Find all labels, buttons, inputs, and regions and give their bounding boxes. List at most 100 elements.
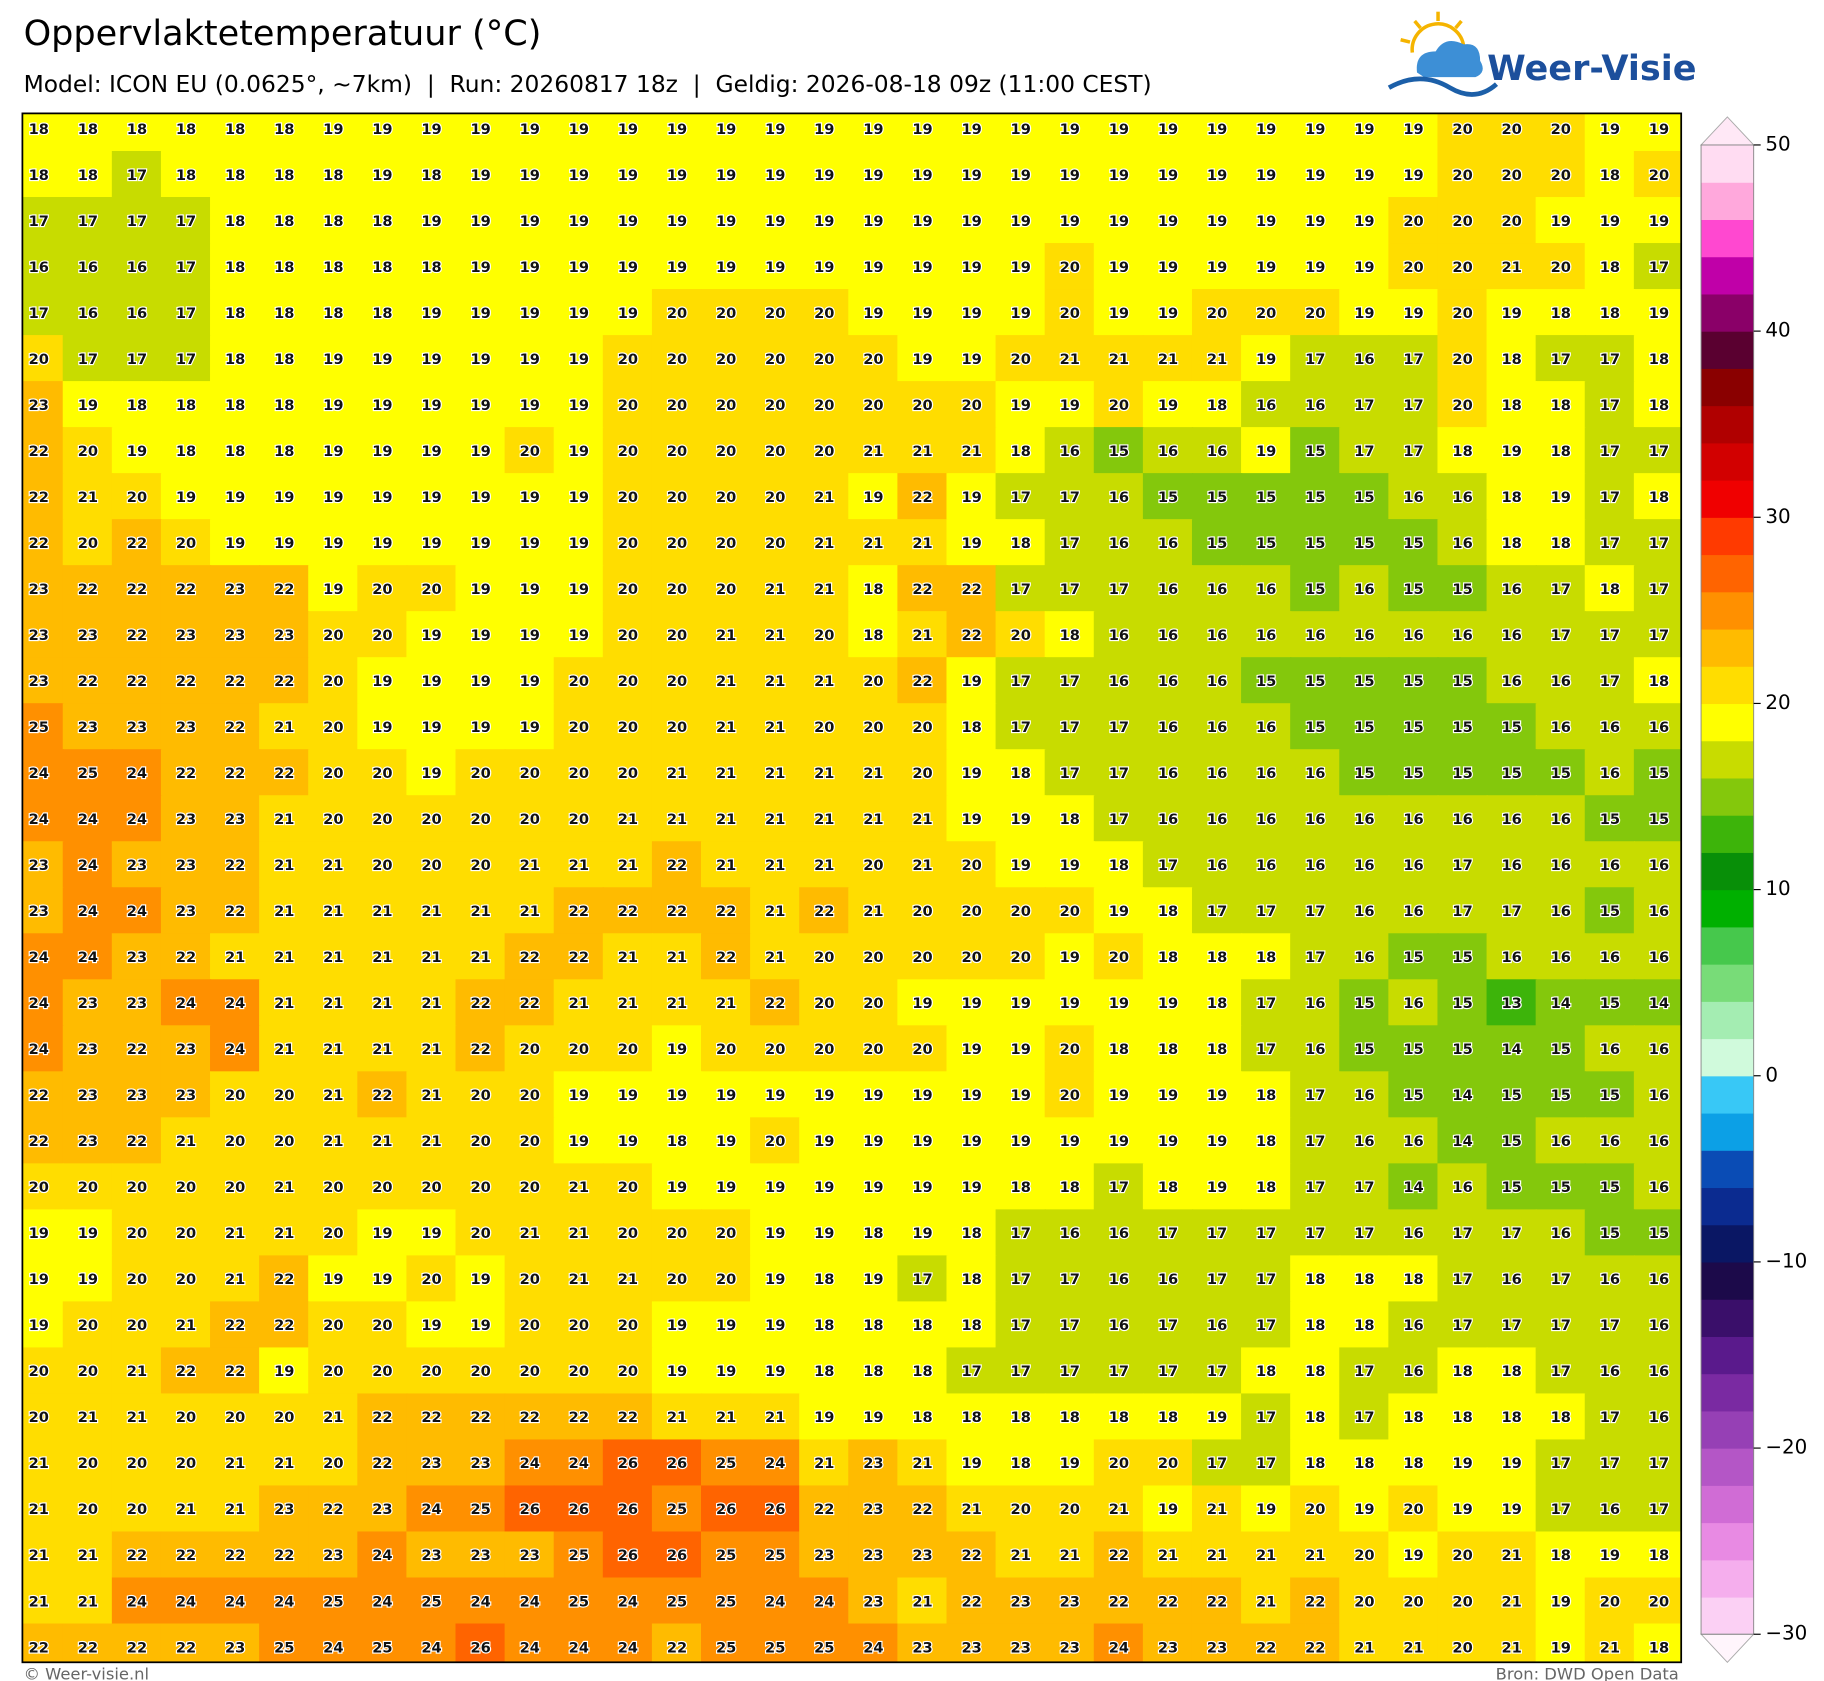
temperature-cell: [995, 1531, 1046, 1579]
temperature-label: 22: [372, 1087, 392, 1104]
temperature-cell: [1633, 1393, 1682, 1441]
temperature-label: 23: [176, 719, 196, 736]
temperature-label: 19: [323, 581, 343, 598]
temperature-cell: [1339, 1439, 1390, 1487]
temperature-cell: [799, 1485, 850, 1533]
temperature-cell: [1044, 1255, 1095, 1303]
temperature-label: 23: [127, 1087, 147, 1104]
temperature-cell: [111, 1347, 163, 1395]
temperature-cell: [1437, 1025, 1488, 1073]
temperature-cell: [1486, 1071, 1537, 1119]
temperature-label: 18: [29, 167, 49, 184]
temperature-label: 20: [814, 719, 834, 736]
temperature-label: 17: [1649, 443, 1669, 460]
temperature-label: 21: [667, 765, 687, 782]
temperature-label: 14: [1649, 995, 1669, 1012]
temperature-label: 19: [323, 443, 343, 460]
temperature-cell: [602, 657, 654, 705]
temperature-cell: [1044, 519, 1095, 567]
temperature-cell: [1142, 703, 1194, 751]
temperature-cell: [1388, 657, 1439, 705]
temperature-cell: [1437, 1623, 1488, 1663]
temperature-label: 19: [520, 305, 540, 322]
temperature-label: 21: [765, 627, 785, 644]
temperature-cell: [455, 243, 506, 291]
temperature-cell: [259, 1071, 310, 1119]
temperature-label: 25: [470, 1501, 490, 1518]
temperature-label: 20: [912, 949, 932, 966]
temperature-cell: [1191, 795, 1243, 843]
temperature-label: 24: [29, 765, 49, 782]
temperature-label: 22: [1207, 1593, 1227, 1610]
temperature-label: 17: [1207, 1455, 1227, 1472]
temperature-label: 21: [421, 995, 441, 1012]
temperature-label: 16: [1502, 811, 1522, 828]
temperature-cell: [62, 1301, 113, 1349]
temperature-label: 20: [1551, 121, 1571, 138]
colorbar-under-arrow: [1699, 1633, 1755, 1663]
temperature-cell: [160, 1071, 212, 1119]
temperature-cell: [1584, 979, 1636, 1027]
temperature-label: 25: [274, 1639, 294, 1656]
temperature-cell: [995, 289, 1046, 337]
temperature-cell: [1093, 427, 1145, 475]
temperature-cell: [406, 933, 457, 981]
temperature-cell: [308, 427, 359, 475]
temperature-label: 22: [176, 765, 196, 782]
temperature-label: 16: [1109, 489, 1129, 506]
temperature-label: 17: [1256, 995, 1276, 1012]
temperature-label: 24: [470, 1593, 490, 1610]
temperature-label: 21: [765, 673, 785, 690]
temperature-label: 16: [1452, 1179, 1472, 1196]
temperature-label: 20: [569, 1041, 589, 1058]
temperature-label: 18: [176, 397, 196, 414]
temperature-cell: [700, 749, 752, 797]
temperature-label: 19: [569, 443, 589, 460]
temperature-cell: [259, 1163, 310, 1211]
temperature-label: 15: [1452, 765, 1472, 782]
temperature-cell: [406, 519, 457, 567]
temperature-label: 20: [372, 627, 392, 644]
temperature-label: 15: [1354, 995, 1374, 1012]
temperature-cell: [1241, 243, 1292, 291]
temperature-label: 19: [1060, 167, 1080, 184]
temperature-cell: [210, 933, 261, 981]
temperature-cell: [259, 565, 310, 613]
temperature-label: 26: [618, 1547, 638, 1564]
temperature-label: 19: [1354, 259, 1374, 276]
temperature-cell: [750, 611, 801, 659]
temperature-label: 22: [814, 903, 834, 920]
temperature-label: 19: [1256, 167, 1276, 184]
temperature-cell: [1290, 1347, 1341, 1395]
temperature-label: 15: [1354, 535, 1374, 552]
temperature-cell: [1486, 381, 1537, 429]
temperature-label: 19: [1354, 1501, 1374, 1518]
temperature-cell: [1486, 1623, 1537, 1663]
colorbar-segment: [1701, 889, 1754, 928]
temperature-label: 26: [470, 1639, 490, 1656]
temperature-cell: [160, 1209, 212, 1257]
temperature-label: 17: [1060, 581, 1080, 598]
temperature-label: 22: [569, 949, 589, 966]
temperature-label: 16: [1354, 1087, 1374, 1104]
temperature-cell: [1633, 197, 1682, 245]
temperature-cell: [553, 703, 604, 751]
temperature-label: 17: [1158, 1317, 1178, 1334]
temperature-cell: [62, 381, 113, 429]
temperature-label: 16: [1109, 627, 1129, 644]
temperature-cell: [1339, 1163, 1390, 1211]
temperature-label: 16: [1600, 857, 1620, 874]
temperature-label: 20: [372, 1317, 392, 1334]
temperature-label: 19: [323, 489, 343, 506]
temperature-cell: [700, 289, 752, 337]
temperature-cell: [62, 151, 113, 199]
temperature-cell: [406, 1071, 457, 1119]
temperature-cell: [259, 113, 310, 153]
temperature-label: 17: [1551, 1271, 1571, 1288]
temperature-cell: [455, 519, 506, 567]
temperature-label: 22: [274, 1317, 294, 1334]
temperature-cell: [357, 979, 408, 1027]
temperature-label: 18: [176, 121, 196, 138]
temperature-cell: [1633, 381, 1682, 429]
temperature-label: 21: [1207, 1547, 1227, 1564]
